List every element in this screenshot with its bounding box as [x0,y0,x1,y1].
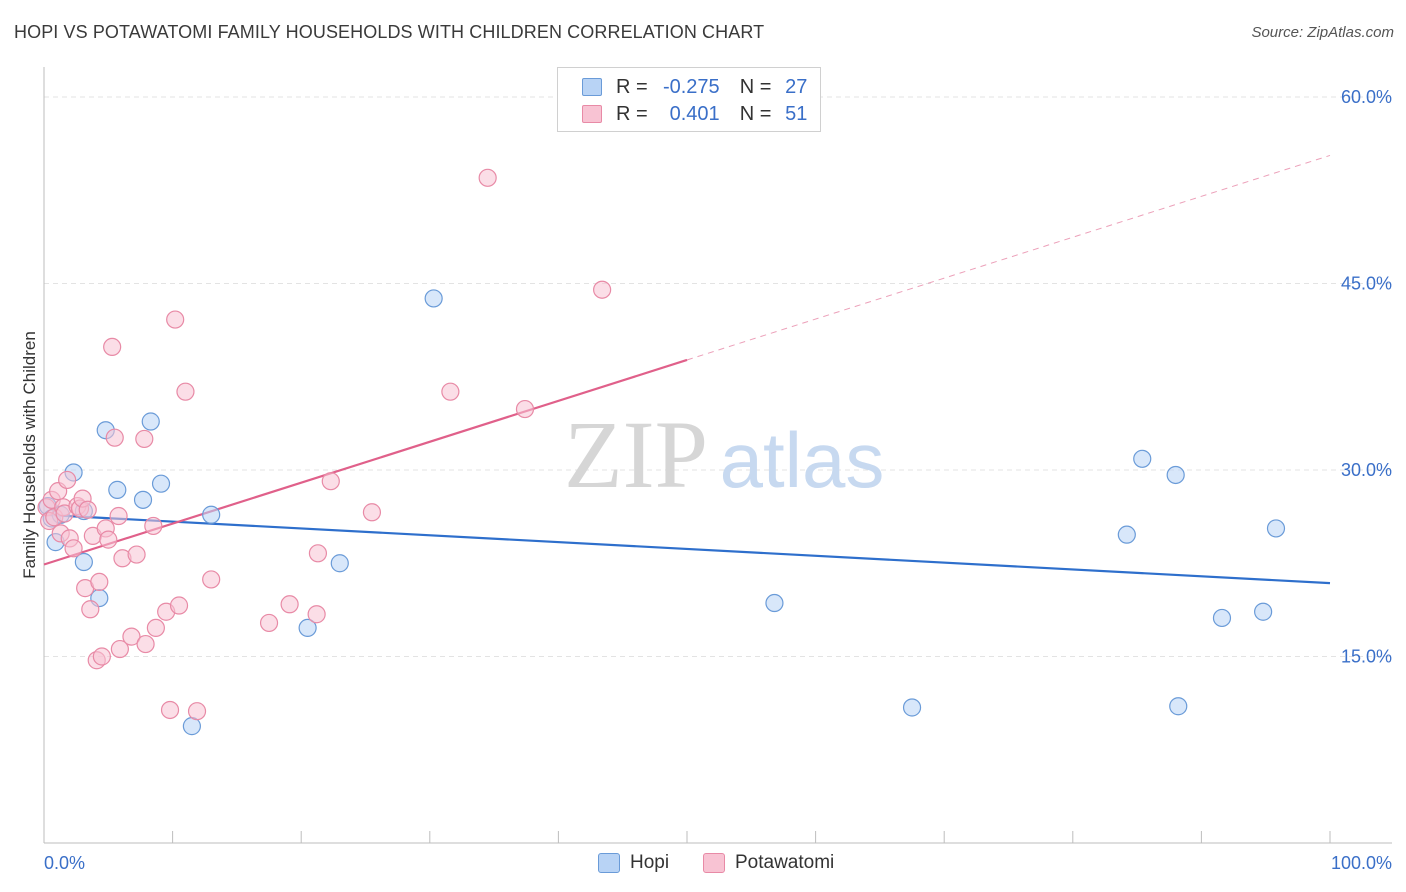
potawatomi-point [166,310,185,329]
axes [43,67,1392,844]
potawatomi-point [103,337,122,357]
potawatomi-point [99,530,118,549]
hopi-point [1266,519,1286,538]
n-label: N = [739,75,772,98]
y-tick-label: 15.0% [1341,647,1392,667]
potawatomi-point [259,613,279,633]
hopi-swatch [582,78,602,96]
watermark-zip: ZIP [564,401,708,508]
legend-label-hopi: Hopi [630,852,670,873]
hopi-point [1254,602,1273,621]
watermark: ZIP atlas [564,401,884,508]
data-points [37,168,1286,736]
hopi-trend-line [43,513,1331,585]
hopi-point [202,505,221,524]
y-tick-label: 45.0% [1341,274,1392,294]
potawatomi-point [135,429,154,449]
potawatomi-point [90,572,109,592]
hopi-point [1166,465,1185,485]
stats-legend: R = -0.275 N = 27 R = 0.401 N = 51 [557,67,821,132]
potawatomi-point [58,470,77,490]
potawatomi-point [127,545,146,564]
potawatomi-point [280,595,299,614]
series-legend: Hopi Potawatomi [0,852,1406,878]
hopi-point [151,474,171,493]
potawatomi-point [160,700,180,720]
legend-label-potawatomi: Potawatomi [735,852,835,873]
potawatomi-point [187,702,207,721]
potawatomi-point [105,428,124,447]
legend-item-potawatomi[interactable]: Potawatomi [703,852,834,874]
potawatomi-point [478,168,497,187]
potawatomi-point [64,539,83,558]
potawatomi-trend-extension [686,154,1331,361]
source-label: Source: ZipAtlas.com [1251,24,1394,41]
hopi-point [1133,449,1152,468]
potawatomi-swatch [703,853,725,873]
x-tick-label: 100.0% [1331,853,1392,873]
grid-lines [44,96,1392,657]
potawatomi-swatch [582,105,602,123]
n-value-hopi: 27 [785,75,808,98]
potawatomi-point [122,627,141,646]
potawatomi-point [441,382,460,401]
hopi-point [424,289,443,308]
potawatomi-point [307,605,326,624]
potawatomi-point [109,506,128,526]
potawatomi-point [515,399,535,419]
potawatomi-point [92,647,111,666]
legend-item-hopi[interactable]: Hopi [598,852,669,874]
n-value-potawatomi: 51 [785,102,808,125]
hopi-point [330,554,349,573]
potawatomi-point [308,544,328,563]
hopi-point [108,480,127,499]
r-label: R = [616,102,648,125]
potawatomi-point [78,500,97,519]
hopi-point [141,412,160,431]
n-label: N = [739,102,772,125]
potawatomi-point [146,618,165,638]
potawatomi-point [169,596,189,615]
trend-lines [43,154,1331,585]
potawatomi-point [593,280,612,299]
r-value-potawatomi: 0.401 [669,102,720,125]
r-value-hopi: -0.275 [662,75,720,98]
potawatomi-point [176,382,195,401]
potawatomi-point [110,639,129,659]
potawatomi-point [136,634,155,654]
x-tick-label: 0.0% [44,853,85,873]
hopi-swatch [598,853,620,873]
hopi-point [902,698,922,717]
legend-row-hopi: R = -0.275 N = 27 [582,74,807,100]
watermark-atlas: atlas [720,416,885,504]
hopi-point [1212,608,1232,628]
potawatomi-point [321,472,340,491]
potawatomi-point [202,570,221,589]
r-label: R = [616,75,648,98]
x-tick-labels: 0.0% 100.0% [44,853,1392,873]
chart-title: HOPI VS POTAWATOMI FAMILY HOUSEHOLDS WIT… [14,22,765,42]
hopi-point [298,618,317,638]
potawatomi-point [144,516,163,536]
y-tick-label: 60.0% [1341,87,1392,107]
hopi-point [1169,697,1188,716]
legend-row-potawatomi: R = 0.401 N = 51 [582,101,807,127]
hopi-point [765,593,784,613]
potawatomi-point [81,600,100,619]
hopi-point [1117,525,1136,544]
potawatomi-point [362,503,382,522]
hopi-point [133,490,153,509]
y-tick-labels: 15.0% 30.0% 45.0% 60.0% [1341,87,1392,667]
y-tick-label: 30.0% [1341,460,1392,480]
hopi-point [74,552,93,572]
